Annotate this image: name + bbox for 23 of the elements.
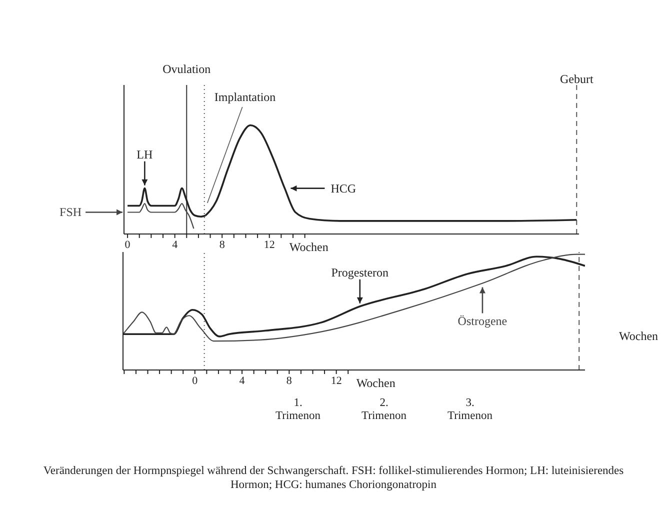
- ref-line-label: Geburt: [560, 72, 594, 86]
- ref-line-label: Ovulation: [162, 62, 211, 76]
- text: Veränderungen der Hormpnspiegel während der Schwangerschaft. FSH: follikel-stimulierendes Hormon; LH: luteinisierendes Hormon; HCG: humanes Choriongonatropin: [42, 464, 625, 492]
- x-tick-label: 0: [192, 374, 198, 387]
- x-tick-label: 4: [172, 238, 178, 251]
- x-axis-title: Wochen: [356, 376, 396, 390]
- x-axis-title: Wochen: [289, 240, 328, 254]
- text: 3. Trimenon: [448, 397, 493, 422]
- series-label: Progesteron: [331, 265, 389, 280]
- x-tick-label: 8: [219, 238, 226, 251]
- x-tick-label: 12: [330, 374, 342, 387]
- x-tick-label: 12: [264, 238, 275, 251]
- x-tick-label: 4: [239, 374, 246, 387]
- text: FSH: [60, 205, 82, 220]
- x-tick-label: 0: [124, 238, 131, 251]
- text: 1. Trimenon: [276, 397, 321, 422]
- x-tick-label: 8: [286, 374, 292, 387]
- text: 2. Trimenon: [362, 397, 407, 422]
- ref-line-label: Implantation: [214, 90, 276, 104]
- text: Wochen: [619, 329, 658, 343]
- text: LH: [136, 147, 154, 162]
- legend-label: Östrogene: [458, 314, 508, 328]
- legend-label: HCG: [330, 181, 356, 196]
